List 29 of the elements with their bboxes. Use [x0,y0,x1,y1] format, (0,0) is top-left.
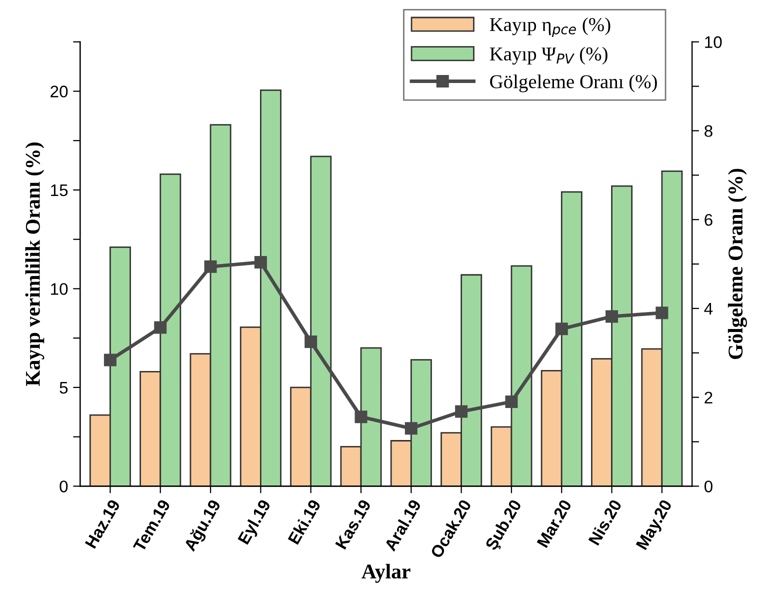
y2-tick-label: 2 [704,392,712,404]
y-tick-label: 20 [50,86,68,98]
point [555,322,568,336]
y-tick-label: 15 [51,184,68,196]
point [606,310,618,323]
legend-label: Kayıp η$_{pce}$ (%) [490,18,610,38]
legend-label: Kayıp Ψ$_{PV}$ (%) [490,46,608,65]
point [505,396,518,408]
point [404,422,418,435]
point [455,405,468,418]
y2-tick-label: 10 [705,36,722,48]
point [304,336,318,348]
y2-axis-title: Gölgeleme Oranı (%) [728,168,747,360]
y2-tick-label: 0 [704,480,712,492]
point [104,354,116,366]
y2-tick-label: 6 [704,214,712,226]
legend-label: Gölgeleme Oranı (%) [490,74,657,92]
point [204,260,217,273]
point [154,321,167,334]
point [656,306,668,320]
y-axis-title: Kayıp verimlilik Oranı (%) [25,142,44,386]
y2-tick-label: 8 [704,125,712,137]
y-tick-label: 0 [60,480,68,492]
point [254,256,267,268]
point [354,410,368,424]
y2-tick-label: 4 [704,303,713,314]
x-axis-title: Aylar [362,564,410,583]
y-tick-label: 10 [51,283,68,295]
y-tick-label: 5 [60,382,68,394]
